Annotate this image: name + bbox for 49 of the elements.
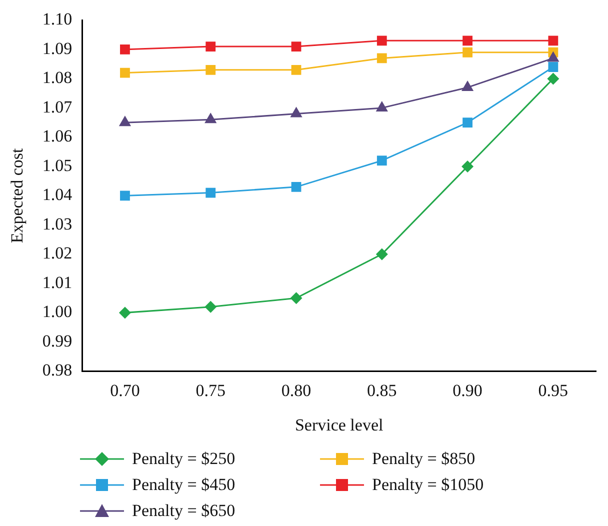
y-tick-label: 1.09 [42, 38, 72, 58]
point [462, 47, 472, 58]
y-axis-title: Expected cost [8, 148, 27, 244]
point [290, 292, 302, 304]
point [120, 68, 130, 78]
x-tick-label: 0.95 [538, 380, 568, 400]
legend-label: Penalty = $450 [132, 475, 236, 495]
y-tick-label: 1.05 [42, 156, 72, 175]
x-tick-label: 0.90 [452, 380, 482, 400]
y-tick-label: 1.03 [42, 214, 72, 234]
legend-label: Penalty = $650 [132, 501, 236, 521]
x-tick-label: 0.75 [196, 380, 226, 400]
x-tick-label: 0.80 [281, 380, 312, 400]
y-tick-label: 1.04 [42, 185, 73, 204]
y-tick-label: 1.00 [42, 302, 72, 322]
point [548, 36, 558, 46]
point [462, 118, 472, 128]
x-tick-label: 0.70 [110, 380, 140, 400]
y-tick-label: 1.06 [42, 126, 72, 146]
point [376, 248, 388, 260]
point [291, 64, 302, 75]
y-tick-label: 1.01 [42, 272, 72, 292]
point [206, 188, 216, 198]
x-axis-title: Service level [294, 415, 384, 434]
legend-label: Penalty = $850 [372, 449, 476, 469]
legend-label: Penalty = $1050 [372, 475, 484, 495]
point [462, 160, 474, 172]
y-tick-label: 1.02 [42, 244, 72, 263]
x-tick-label: 0.85 [367, 380, 397, 400]
y-tick-label: 0.99 [42, 331, 72, 350]
point [462, 36, 472, 46]
point [204, 300, 217, 313]
point [291, 182, 302, 192]
point [376, 156, 387, 166]
point [376, 53, 387, 64]
y-tick-label: 0.98 [42, 360, 72, 380]
point [118, 306, 131, 319]
point [548, 62, 558, 72]
point [547, 72, 560, 85]
y-tick-label: 1.08 [42, 68, 72, 88]
point [120, 190, 130, 201]
legend-label: Penalty = $250 [132, 449, 236, 469]
point [206, 64, 216, 75]
y-tick-label: 1.10 [42, 10, 72, 29]
point [376, 36, 387, 46]
point [291, 42, 302, 52]
y-tick-label: 1.07 [42, 97, 73, 116]
point [206, 42, 216, 52]
point [120, 44, 130, 54]
